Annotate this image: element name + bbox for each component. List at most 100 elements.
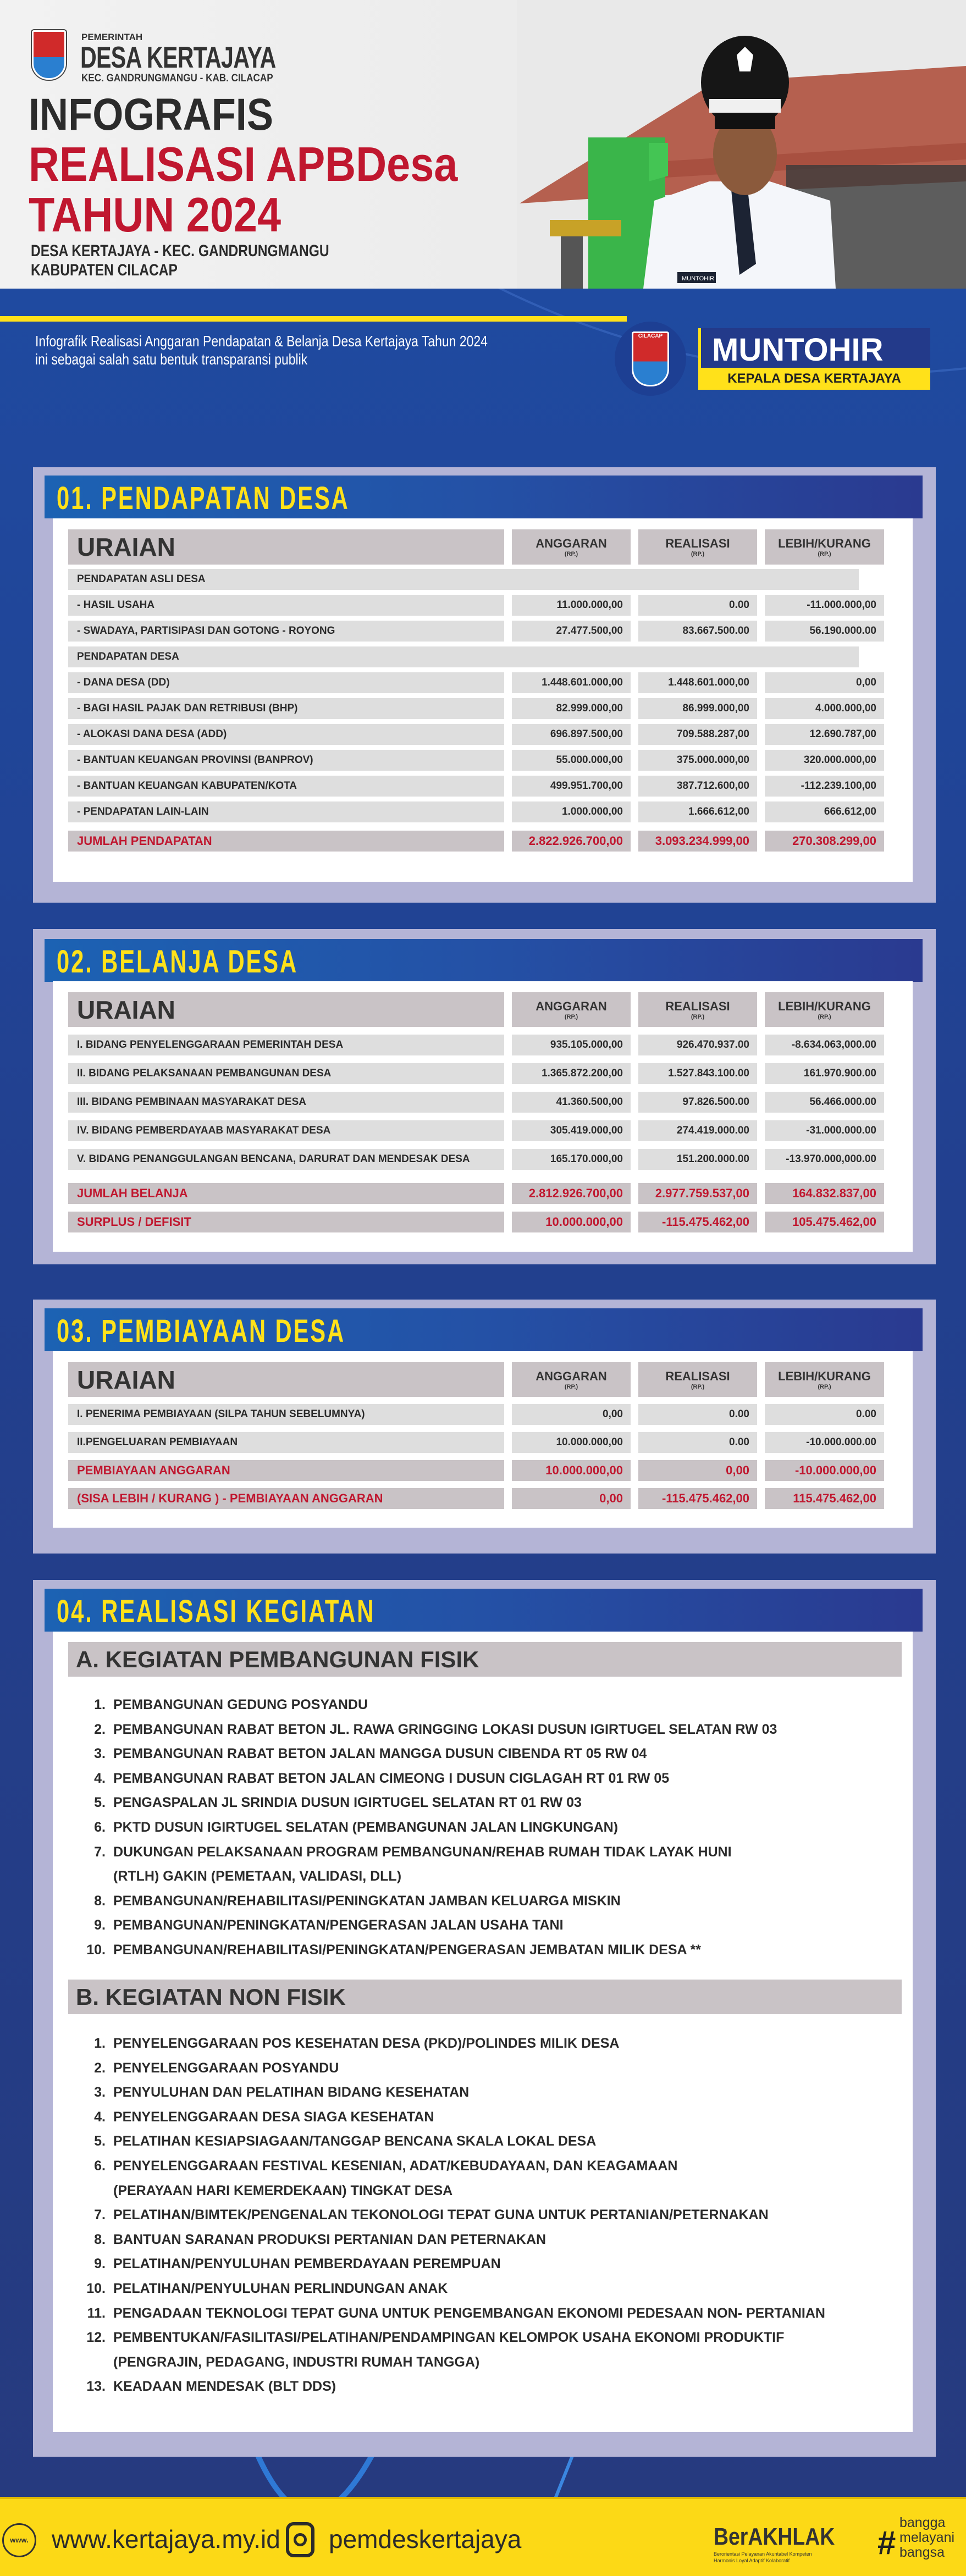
activity-item: 13. KEADAAN MENDESAK (BLT DDS) bbox=[83, 2374, 825, 2399]
row-label: SURPLUS / DEFISIT bbox=[68, 1212, 504, 1232]
cilacap-emblem-logo bbox=[32, 30, 66, 80]
column-title: LEBIH/KURANG bbox=[778, 999, 871, 1013]
item-text: PKTD DUSUN IGIRTUGEL SELATAN (PEMBANGUNA… bbox=[113, 1819, 619, 1835]
item-text: PEMBANGUNAN GEDUNG POSYANDU bbox=[113, 1697, 368, 1712]
group-row: PENDAPATAN ASLI DESA bbox=[68, 569, 902, 590]
table-row: V. BIDANG PENANGGULANGAN BENCANA, DARURA… bbox=[68, 1149, 902, 1170]
instagram-handle[interactable]: pemdeskertajaya bbox=[329, 2525, 522, 2553]
item-text: PEMBANGUNAN RABAT BETON JALAN MANGGA DUS… bbox=[113, 1746, 647, 1762]
table-row: - BANTUAN KEUANGAN KABUPATEN/KOTA 499.951… bbox=[68, 776, 902, 797]
realisasi-value: 3.093.234.999,00 bbox=[638, 831, 757, 852]
column-header-anggaran: ANGGARAN (RP.) bbox=[512, 529, 631, 565]
row-label: - HASIL USAHA bbox=[68, 595, 504, 616]
realisasi-value: 97.826.500.00 bbox=[638, 1092, 757, 1113]
fisik-list: 1. PEMBANGUNAN GEDUNG POSYANDU 2. PEMBANGUN… bbox=[83, 1693, 777, 1963]
bangga-melayani-bangsa: bangga melayani bangsa bbox=[899, 2516, 954, 2560]
item-text: PEMBENTUKAN/FASILITASI/PELATIHAN/PENDAMP… bbox=[113, 2330, 785, 2346]
table-row: II.PENGELUARAN PEMBIAYAAN 10.000.000,00 0.… bbox=[68, 1432, 902, 1453]
activity-item: 1. PENYELENGGARAAN POS KESEHATAN DESA (PK… bbox=[83, 2031, 825, 2056]
row-label: PEMBIAYAAN ANGGARAN bbox=[68, 1460, 504, 1481]
anggaran-value: 1.365.872.200,00 bbox=[512, 1063, 631, 1084]
table-row: - PENDAPATAN LAIN-LAIN 1.000.000,00 1.666.… bbox=[68, 801, 902, 822]
column-header-realisasi: REALISASI (RP.) bbox=[638, 992, 757, 1027]
item-text: PENGADAAN TEKNOLOGI TEPAT GUNA UNTUK PEN… bbox=[113, 2305, 825, 2321]
item-number: 4. bbox=[94, 1770, 106, 1786]
column-unit: (RP.) bbox=[564, 1383, 578, 1390]
table-row: I. BIDANG PENYELENGGARAAN PEMERINTAH DES… bbox=[68, 1035, 902, 1055]
realisasi-value: 387.712.600,00 bbox=[638, 776, 757, 797]
item-number: 5. bbox=[94, 2133, 106, 2149]
globe-cursor-icon: www. bbox=[2, 2523, 36, 2557]
hero-section: MUNTOHIR PEMERINTAH DESA KERTAJAYA KEC. … bbox=[0, 0, 966, 289]
section-title: 03. PEMBIAYAAN DESA bbox=[57, 1313, 346, 1349]
row-label: I. PENERIMA PEMBIAYAAN (SILPA TAHUN SEBE… bbox=[68, 1404, 504, 1425]
emblem-badge: CILACAP bbox=[615, 322, 686, 396]
column-title: ANGGARAN bbox=[536, 1369, 607, 1383]
location-line-1: DESA KERTAJAYA - KEC. GANDRUNGMANGU bbox=[31, 242, 329, 260]
role-plate: KEPALA DESA KERTAJAYA bbox=[698, 368, 930, 390]
melayani-word: melayani bbox=[899, 2530, 955, 2545]
section-pembiayaan: 03. PEMBIAYAAN DESA URAIAN ANGGARAN (RP.) R… bbox=[33, 1300, 936, 1554]
realisasi-value: 1.666.612,00 bbox=[638, 801, 757, 822]
column-unit: (RP.) bbox=[564, 551, 578, 557]
activity-item: 3. PEMBANGUNAN RABAT BETON JALAN MANGGA D… bbox=[83, 1742, 777, 1766]
table-row: - ALOKASI DANA DESA (ADD) 696.897.500,00 7… bbox=[68, 724, 902, 745]
item-text: PENYELENGGARAAN DESA SIAGA KESEHATAN bbox=[113, 2109, 434, 2125]
anggaran-value: 305.419.000,00 bbox=[512, 1120, 631, 1141]
total-row: JUMLAH BELANJA 2.812.926.700,00 2.977.759.… bbox=[68, 1183, 902, 1204]
item-number: 11. bbox=[87, 2305, 106, 2321]
kepala-desa-name: MUNTOHIR bbox=[712, 332, 884, 368]
table-row: - BAGI HASIL PAJAK DAN RETRIBUSI (BHP) 82… bbox=[68, 698, 902, 719]
table-row: IV. BIDANG PEMBERDAYAAB MASYARAKAT DESA 3… bbox=[68, 1120, 902, 1141]
row-label: - BANTUAN KEUANGAN PROVINSI (BANPROV) bbox=[68, 750, 504, 771]
pembiayaan-table: URAIAN ANGGARAN (RP.) REALISASI (RP.) LEBIH/K… bbox=[53, 1351, 913, 1528]
lebih-kurang-value: 105.475.462,00 bbox=[765, 1212, 884, 1232]
anggaran-value: 10.000.000,00 bbox=[512, 1212, 631, 1232]
yellow-divider bbox=[0, 316, 627, 322]
item-text: PELATIHAN KESIAPSIAGAAN/TANGGAP BENCANA … bbox=[113, 2133, 597, 2149]
gov-label: PEMERINTAH bbox=[81, 32, 143, 42]
row-label: - DANA DESA (DD) bbox=[68, 672, 504, 693]
activity-item: 10. PEMBANGUNAN/REHABILITASI/PENINGKATAN/… bbox=[83, 1938, 777, 1963]
item-text: PEMBANGUNAN RABAT BETON JL. RAWA GRINGGI… bbox=[113, 1721, 777, 1737]
section-title: 02. BELANJA DESA bbox=[57, 944, 299, 980]
website-link[interactable]: www.kertajaya.my.id bbox=[52, 2525, 280, 2553]
anggaran-value: 1.000.000,00 bbox=[512, 801, 631, 822]
anggaran-value: 1.448.601.000,00 bbox=[512, 672, 631, 693]
column-unit: (RP.) bbox=[691, 1383, 705, 1390]
lebih-kurang-value: -8.634.063,000.00 bbox=[765, 1035, 884, 1055]
activity-item: 6. PENYELENGGARAAN FESTIVAL KESENIAN, ADA… bbox=[83, 2154, 825, 2179]
column-unit: (RP.) bbox=[818, 1013, 831, 1020]
row-label: (SISA LEBIH / KURANG ) - PEMBIAYAAN ANGG… bbox=[68, 1488, 504, 1509]
column-title: REALISASI bbox=[665, 1369, 730, 1383]
realisasi-value: 1.448.601.000,00 bbox=[638, 672, 757, 693]
berakhlak-sub-1: Berorientasi Pelayanan Akuntabel Kompete… bbox=[714, 2551, 812, 2557]
row-label: - BAGI HASIL PAJAK DAN RETRIBUSI (BHP) bbox=[68, 698, 504, 719]
activity-item: 11. PENGADAAN TEKNOLOGI TEPAT GUNA UNTUK … bbox=[83, 2301, 825, 2326]
column-header-lebih: LEBIH/KURANG (RP.) bbox=[765, 529, 884, 565]
table-header-row: URAIAN ANGGARAN (RP.) REALISASI (RP.) LEBIH/K… bbox=[68, 992, 902, 1027]
anggaran-value: 499.951.700,00 bbox=[512, 776, 631, 797]
realisasi-value: 0,00 bbox=[638, 1460, 757, 1481]
item-text: PELATIHAN/BIMTEK/PENGENALAN TEKONOLOGI T… bbox=[113, 2207, 769, 2223]
lebih-kurang-value: -11.000.000,00 bbox=[765, 595, 884, 616]
row-label: JUMLAH BELANJA bbox=[68, 1183, 504, 1204]
total-row: JUMLAH PENDAPATAN 2.822.926.700,00 3.093.2… bbox=[68, 831, 902, 852]
item-number: 3. bbox=[94, 1746, 106, 1762]
anggaran-value: 10.000.000,00 bbox=[512, 1460, 631, 1481]
anggaran-value: 0,00 bbox=[512, 1404, 631, 1425]
section-title: 04. REALISASI KEGIATAN bbox=[57, 1594, 376, 1629]
anggaran-value: 82.999.000,00 bbox=[512, 698, 631, 719]
nonfisik-list: 1. PENYELENGGARAAN POS KESEHATAN DESA (PK… bbox=[83, 2031, 825, 2399]
lebih-kurang-value: 320.000.000,00 bbox=[765, 750, 884, 771]
table-row: - SWADAYA, PARTISIPASI DAN GOTONG - ROYO… bbox=[68, 621, 902, 642]
bangsa-word: bangsa bbox=[899, 2545, 945, 2560]
lebih-kurang-value: 666.612,00 bbox=[765, 801, 884, 822]
row-label: - ALOKASI DANA DESA (ADD) bbox=[68, 724, 504, 745]
title-realisasi: REALISASI APBDesa bbox=[29, 137, 458, 191]
item-number: 9. bbox=[94, 1917, 106, 1933]
realisasi-value: 0.00 bbox=[638, 1404, 757, 1425]
item-number bbox=[83, 2179, 113, 2203]
column-title: ANGGARAN bbox=[536, 537, 607, 550]
row-label: IV. BIDANG PEMBERDAYAAB MASYARAKAT DESA bbox=[68, 1120, 504, 1141]
